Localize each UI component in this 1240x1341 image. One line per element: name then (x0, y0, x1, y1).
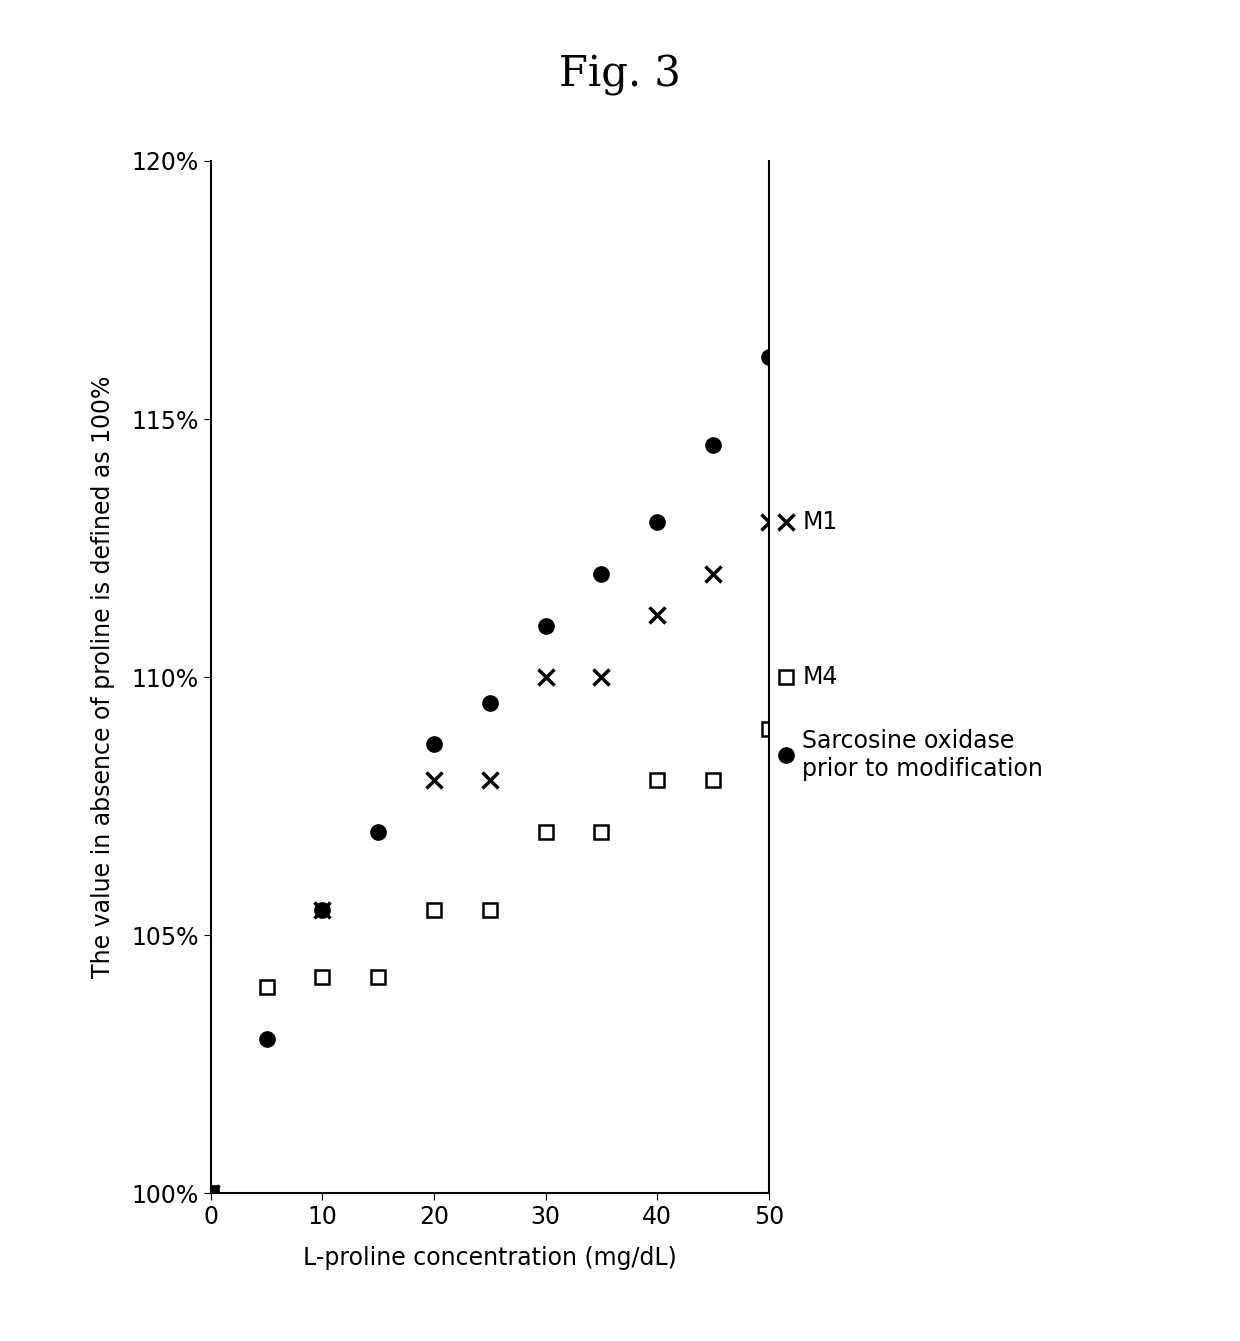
Text: Sarcosine oxidase
prior to modification: Sarcosine oxidase prior to modification (802, 728, 1043, 780)
Text: Fig. 3: Fig. 3 (559, 54, 681, 95)
Text: M1: M1 (802, 511, 837, 534)
Y-axis label: The value in absence of proline is defined as 100%: The value in absence of proline is defin… (91, 375, 115, 979)
Text: M4: M4 (802, 665, 838, 689)
X-axis label: L-proline concentration (mg/dL): L-proline concentration (mg/dL) (303, 1246, 677, 1270)
